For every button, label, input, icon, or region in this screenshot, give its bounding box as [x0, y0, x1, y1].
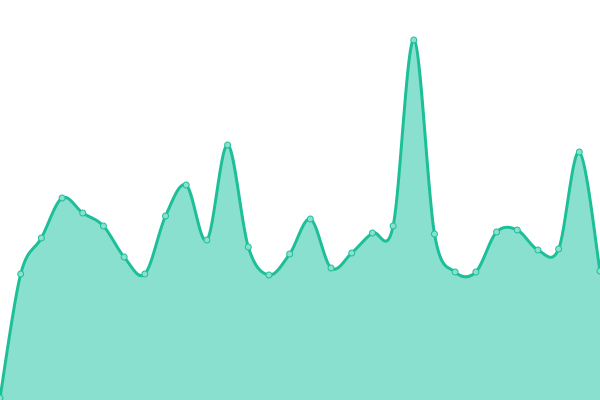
area-fill: [0, 39, 600, 400]
data-point-1: [17, 270, 25, 278]
data-point-22: [451, 268, 459, 276]
data-point-25: [513, 226, 521, 234]
data-point-16: [327, 264, 335, 272]
data-point-23: [472, 268, 480, 276]
data-point-10: [203, 236, 211, 244]
data-point-18: [368, 229, 376, 237]
data-point-3: [58, 194, 66, 202]
data-points: [0, 36, 600, 400]
data-point-26: [534, 246, 542, 254]
data-point-19: [389, 222, 397, 230]
data-point-14: [286, 250, 294, 258]
data-point-12: [244, 243, 252, 251]
data-point-24: [493, 228, 501, 236]
data-point-29: [596, 267, 600, 275]
data-point-6: [120, 253, 128, 261]
data-point-15: [306, 215, 314, 223]
data-point-0: [0, 394, 4, 400]
data-point-27: [555, 245, 563, 253]
data-point-9: [182, 181, 190, 189]
data-point-7: [141, 270, 149, 278]
data-point-21: [430, 230, 438, 238]
data-point-2: [37, 234, 45, 242]
data-point-4: [79, 209, 87, 217]
data-point-28: [575, 148, 583, 156]
data-point-5: [99, 222, 107, 230]
data-point-11: [224, 141, 232, 149]
data-point-17: [348, 249, 356, 257]
data-point-13: [265, 271, 273, 279]
data-point-20: [410, 36, 418, 44]
data-point-8: [162, 212, 170, 220]
